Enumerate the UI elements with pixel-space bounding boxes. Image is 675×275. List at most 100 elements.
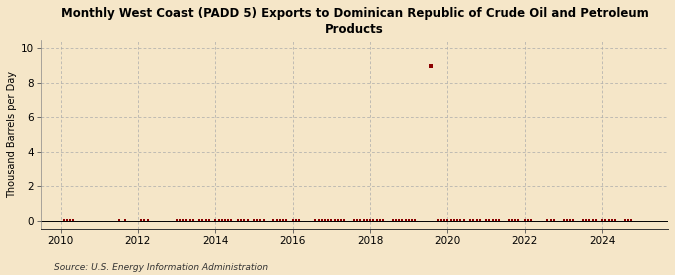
Point: [194, 218, 205, 222]
Point: [252, 218, 263, 222]
Point: [358, 218, 369, 222]
Point: [397, 218, 408, 222]
Point: [406, 218, 417, 222]
Point: [184, 218, 195, 222]
Point: [607, 218, 618, 222]
Point: [542, 218, 553, 222]
Point: [171, 218, 182, 222]
Point: [310, 218, 321, 222]
Point: [545, 218, 556, 222]
Point: [323, 218, 333, 222]
Point: [362, 218, 373, 222]
Point: [484, 218, 495, 222]
Point: [591, 218, 601, 222]
Point: [255, 218, 266, 222]
Point: [562, 218, 572, 222]
Point: [493, 218, 504, 222]
Point: [565, 218, 576, 222]
Point: [568, 218, 578, 222]
Point: [232, 218, 243, 222]
Point: [439, 218, 450, 222]
Point: [335, 218, 346, 222]
Point: [446, 218, 456, 222]
Point: [348, 218, 359, 222]
Point: [203, 218, 214, 222]
Point: [113, 218, 124, 222]
Point: [549, 218, 560, 222]
Point: [339, 218, 350, 222]
Point: [364, 218, 375, 222]
Point: [313, 218, 324, 222]
Text: Source: U.S. Energy Information Administration: Source: U.S. Energy Information Administ…: [54, 263, 268, 272]
Point: [290, 218, 301, 222]
Point: [504, 218, 514, 222]
Point: [188, 218, 198, 222]
Point: [68, 218, 79, 222]
Point: [294, 218, 304, 222]
Point: [217, 218, 227, 222]
Point: [433, 218, 443, 222]
Point: [578, 218, 589, 222]
Point: [139, 218, 150, 222]
Point: [58, 218, 69, 222]
Point: [449, 218, 460, 222]
Point: [352, 218, 362, 222]
Point: [513, 218, 524, 222]
Point: [65, 218, 76, 222]
Point: [368, 218, 379, 222]
Point: [355, 218, 366, 222]
Point: [375, 218, 385, 222]
Point: [468, 218, 479, 222]
Point: [400, 218, 411, 222]
Point: [475, 218, 485, 222]
Point: [597, 218, 608, 222]
Point: [622, 218, 633, 222]
Point: [520, 218, 531, 222]
Point: [426, 64, 437, 68]
Point: [326, 218, 337, 222]
Point: [142, 218, 153, 222]
Point: [584, 218, 595, 222]
Point: [275, 218, 286, 222]
Point: [268, 218, 279, 222]
Point: [61, 218, 72, 222]
Point: [277, 218, 288, 222]
Point: [288, 218, 298, 222]
Point: [391, 218, 402, 222]
Y-axis label: Thousand Barrels per Day: Thousand Barrels per Day: [7, 71, 17, 198]
Point: [377, 218, 388, 222]
Point: [387, 218, 398, 222]
Point: [491, 218, 502, 222]
Point: [435, 218, 446, 222]
Point: [558, 218, 569, 222]
Point: [317, 218, 327, 222]
Point: [442, 218, 453, 222]
Point: [481, 218, 491, 222]
Point: [197, 218, 208, 222]
Point: [248, 218, 259, 222]
Point: [404, 218, 414, 222]
Point: [223, 218, 234, 222]
Point: [226, 218, 237, 222]
Point: [603, 218, 614, 222]
Point: [213, 218, 224, 222]
Point: [236, 218, 246, 222]
Point: [136, 218, 146, 222]
Point: [458, 218, 469, 222]
Point: [210, 218, 221, 222]
Point: [600, 218, 611, 222]
Point: [319, 218, 330, 222]
Point: [174, 218, 185, 222]
Point: [526, 218, 537, 222]
Point: [455, 218, 466, 222]
Point: [610, 218, 620, 222]
Point: [239, 218, 250, 222]
Point: [410, 218, 421, 222]
Point: [522, 218, 533, 222]
Point: [271, 218, 282, 222]
Point: [464, 218, 475, 222]
Point: [620, 218, 630, 222]
Point: [452, 218, 462, 222]
Point: [471, 218, 482, 222]
Point: [119, 218, 130, 222]
